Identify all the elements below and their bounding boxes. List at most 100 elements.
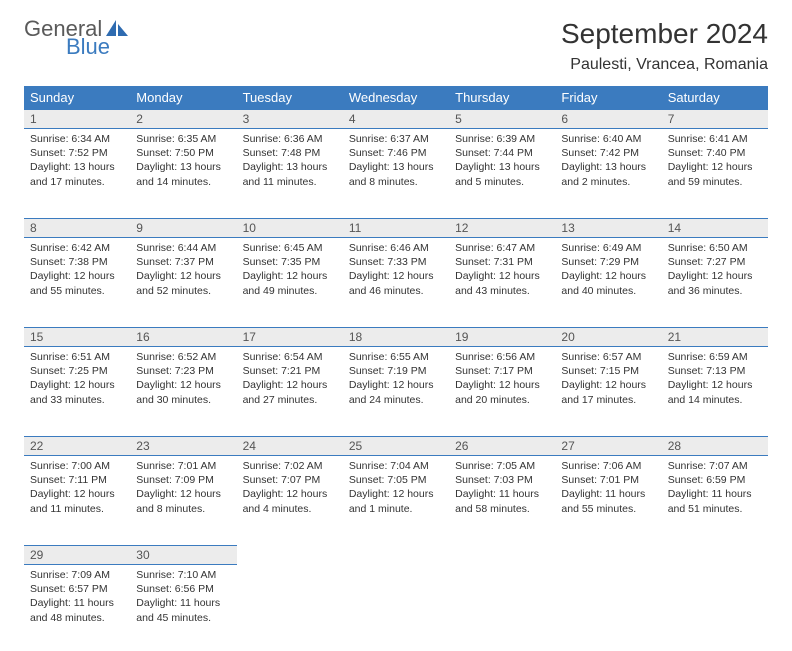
day-cell: Sunrise: 6:42 AMSunset: 7:38 PMDaylight:… [24,238,130,324]
sunrise-line: Sunrise: 6:46 AM [349,241,443,255]
daylight-line: Daylight: 12 hours and 40 minutes. [561,269,655,297]
sunset-line: Sunset: 7:25 PM [30,364,124,378]
day-number-cell: 5 [449,110,555,129]
day-content: Sunrise: 7:04 AMSunset: 7:05 PMDaylight:… [343,456,449,522]
day-cell: Sunrise: 6:45 AMSunset: 7:35 PMDaylight:… [237,238,343,324]
sunset-line: Sunset: 7:23 PM [136,364,230,378]
daylight-line: Daylight: 12 hours and 24 minutes. [349,378,443,406]
sunrise-line: Sunrise: 7:10 AM [136,568,230,582]
day-number-cell: 2 [130,110,236,129]
sunset-line: Sunset: 7:44 PM [455,146,549,160]
sunset-line: Sunset: 7:19 PM [349,364,443,378]
sunset-line: Sunset: 7:01 PM [561,473,655,487]
sunset-line: Sunset: 7:40 PM [668,146,762,160]
day-cell [555,565,661,651]
day-content: Sunrise: 7:07 AMSunset: 6:59 PMDaylight:… [662,456,768,522]
sunrise-line: Sunrise: 6:50 AM [668,241,762,255]
day-number-row: 891011121314 [24,219,768,238]
sunrise-line: Sunrise: 7:01 AM [136,459,230,473]
logo-text-blue: Blue [66,36,130,58]
day-cell: Sunrise: 7:07 AMSunset: 6:59 PMDaylight:… [662,456,768,542]
day-cell: Sunrise: 7:09 AMSunset: 6:57 PMDaylight:… [24,565,130,651]
sunset-line: Sunset: 7:31 PM [455,255,549,269]
sunset-line: Sunset: 7:52 PM [30,146,124,160]
day-content: Sunrise: 6:44 AMSunset: 7:37 PMDaylight:… [130,238,236,304]
sunset-line: Sunset: 7:15 PM [561,364,655,378]
day-header-mon: Monday [130,86,236,110]
sunset-line: Sunset: 7:27 PM [668,255,762,269]
day-cell: Sunrise: 7:04 AMSunset: 7:05 PMDaylight:… [343,456,449,542]
day-number-cell [555,546,661,565]
daylight-line: Daylight: 12 hours and 20 minutes. [455,378,549,406]
day-content: Sunrise: 6:40 AMSunset: 7:42 PMDaylight:… [555,129,661,195]
day-cell: Sunrise: 6:40 AMSunset: 7:42 PMDaylight:… [555,129,661,215]
day-cell: Sunrise: 6:37 AMSunset: 7:46 PMDaylight:… [343,129,449,215]
sunrise-line: Sunrise: 6:57 AM [561,350,655,364]
day-content: Sunrise: 7:10 AMSunset: 6:56 PMDaylight:… [130,565,236,631]
daylight-line: Daylight: 13 hours and 11 minutes. [243,160,337,188]
day-number-cell: 8 [24,219,130,238]
day-content: Sunrise: 7:00 AMSunset: 7:11 PMDaylight:… [24,456,130,522]
month-title: September 2024 [561,18,768,50]
daylight-line: Daylight: 11 hours and 48 minutes. [30,596,124,624]
day-cell: Sunrise: 7:02 AMSunset: 7:07 PMDaylight:… [237,456,343,542]
day-cell: Sunrise: 6:47 AMSunset: 7:31 PMDaylight:… [449,238,555,324]
daylight-line: Daylight: 13 hours and 14 minutes. [136,160,230,188]
day-content: Sunrise: 7:09 AMSunset: 6:57 PMDaylight:… [24,565,130,631]
day-number-cell: 28 [662,437,768,456]
day-content-row: Sunrise: 7:00 AMSunset: 7:11 PMDaylight:… [24,456,768,542]
day-number-cell [237,546,343,565]
day-content: Sunrise: 6:59 AMSunset: 7:13 PMDaylight:… [662,347,768,413]
day-content: Sunrise: 6:50 AMSunset: 7:27 PMDaylight:… [662,238,768,304]
day-content: Sunrise: 6:37 AMSunset: 7:46 PMDaylight:… [343,129,449,195]
daylight-line: Daylight: 12 hours and 36 minutes. [668,269,762,297]
sunrise-line: Sunrise: 6:52 AM [136,350,230,364]
sunset-line: Sunset: 6:59 PM [668,473,762,487]
sunset-line: Sunset: 7:37 PM [136,255,230,269]
sunset-line: Sunset: 6:57 PM [30,582,124,596]
day-number-cell [449,546,555,565]
day-cell: Sunrise: 6:57 AMSunset: 7:15 PMDaylight:… [555,347,661,433]
day-cell [662,565,768,651]
sunrise-line: Sunrise: 6:55 AM [349,350,443,364]
sunrise-line: Sunrise: 7:06 AM [561,459,655,473]
day-content: Sunrise: 6:35 AMSunset: 7:50 PMDaylight:… [130,129,236,195]
sunrise-line: Sunrise: 6:59 AM [668,350,762,364]
sunset-line: Sunset: 7:42 PM [561,146,655,160]
day-number-cell: 26 [449,437,555,456]
day-cell: Sunrise: 6:39 AMSunset: 7:44 PMDaylight:… [449,129,555,215]
sunrise-line: Sunrise: 6:49 AM [561,241,655,255]
sunset-line: Sunset: 7:05 PM [349,473,443,487]
day-content-row: Sunrise: 6:51 AMSunset: 7:25 PMDaylight:… [24,347,768,433]
daylight-line: Daylight: 11 hours and 51 minutes. [668,487,762,515]
location-text: Paulesti, Vrancea, Romania [561,56,768,74]
title-block: September 2024 Paulesti, Vrancea, Romani… [561,18,768,74]
day-number-cell: 1 [24,110,130,129]
sunrise-line: Sunrise: 6:35 AM [136,132,230,146]
sunrise-line: Sunrise: 6:42 AM [30,241,124,255]
logo: General Blue [24,18,130,58]
sunrise-line: Sunrise: 7:09 AM [30,568,124,582]
day-cell: Sunrise: 6:35 AMSunset: 7:50 PMDaylight:… [130,129,236,215]
daylight-line: Daylight: 12 hours and 27 minutes. [243,378,337,406]
daylight-line: Daylight: 13 hours and 5 minutes. [455,160,549,188]
day-cell: Sunrise: 6:34 AMSunset: 7:52 PMDaylight:… [24,129,130,215]
daylight-line: Daylight: 12 hours and 46 minutes. [349,269,443,297]
day-number-row: 15161718192021 [24,328,768,347]
sunrise-line: Sunrise: 6:45 AM [243,241,337,255]
day-content: Sunrise: 6:54 AMSunset: 7:21 PMDaylight:… [237,347,343,413]
day-cell: Sunrise: 6:59 AMSunset: 7:13 PMDaylight:… [662,347,768,433]
daylight-line: Daylight: 12 hours and 33 minutes. [30,378,124,406]
daylight-line: Daylight: 12 hours and 8 minutes. [136,487,230,515]
daylight-line: Daylight: 11 hours and 45 minutes. [136,596,230,624]
day-content: Sunrise: 7:01 AMSunset: 7:09 PMDaylight:… [130,456,236,522]
day-cell: Sunrise: 7:00 AMSunset: 7:11 PMDaylight:… [24,456,130,542]
day-number-cell: 27 [555,437,661,456]
daylight-line: Daylight: 12 hours and 17 minutes. [561,378,655,406]
day-number-cell: 23 [130,437,236,456]
day-number-cell [343,546,449,565]
calendar-body: 1234567Sunrise: 6:34 AMSunset: 7:52 PMDa… [24,110,768,651]
day-header-wed: Wednesday [343,86,449,110]
day-number-cell: 17 [237,328,343,347]
sunrise-line: Sunrise: 6:44 AM [136,241,230,255]
